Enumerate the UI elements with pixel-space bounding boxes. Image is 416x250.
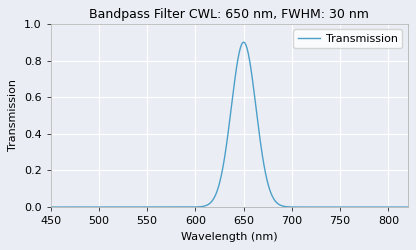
Title: Bandpass Filter CWL: 650 nm, FWHM: 30 nm: Bandpass Filter CWL: 650 nm, FWHM: 30 nm <box>89 8 369 21</box>
Transmission <box>48 206 53 208</box>
Legend: Transmission: Transmission <box>293 30 402 48</box>
Transmission <box>89 206 94 208</box>
Transmission <box>360 206 365 208</box>
Transmission <box>405 206 410 208</box>
Transmission <box>110 206 115 208</box>
Transmission <box>241 41 246 44</box>
X-axis label: Wavelength (nm): Wavelength (nm) <box>181 232 277 242</box>
Transmission <box>201 205 206 208</box>
Transmission <box>185 206 190 208</box>
Y-axis label: Transmission: Transmission <box>8 80 18 152</box>
Line: Transmission: Transmission <box>51 42 408 207</box>
Transmission <box>398 206 403 208</box>
